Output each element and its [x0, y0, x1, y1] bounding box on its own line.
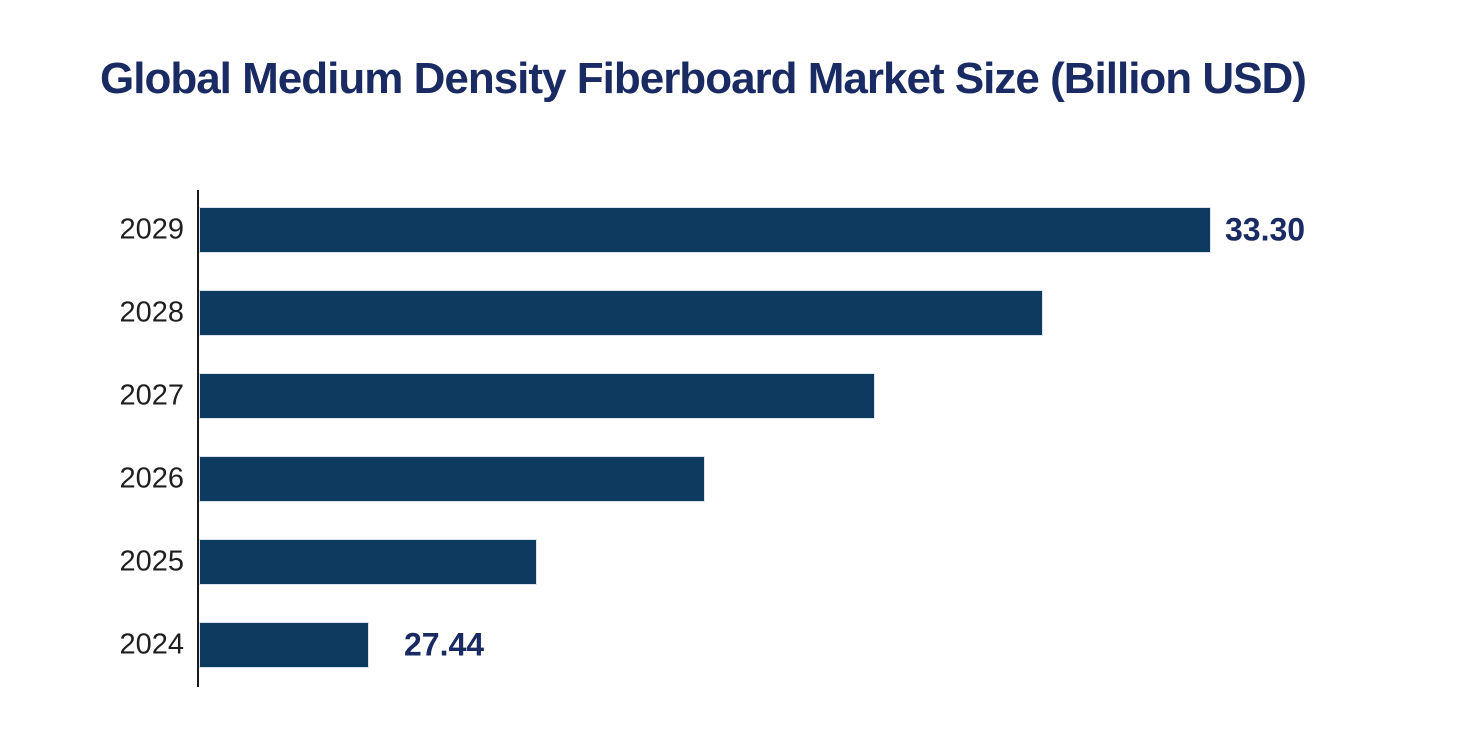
bar-row: 2024 27.44: [119, 622, 1421, 668]
bar: [199, 622, 369, 668]
category-label: 2025: [119, 545, 184, 578]
bar-row: 2029 33.30: [119, 207, 1421, 253]
bar: [199, 456, 705, 502]
bar: [199, 290, 1043, 336]
value-label: 33.30: [1225, 211, 1306, 248]
plot-area: 2029 33.30 2028 2027 2026 2025 2024 27.44: [119, 190, 1421, 687]
category-label: 2024: [119, 628, 184, 661]
category-label: 2026: [119, 462, 184, 495]
category-label: 2027: [119, 379, 184, 412]
bar: [199, 373, 875, 419]
category-label: 2028: [119, 296, 184, 329]
value-label: 27.44: [404, 626, 485, 663]
bar-row: 2026: [119, 456, 1421, 502]
bar-row: 2025: [119, 539, 1421, 585]
category-label: 2029: [119, 213, 184, 246]
y-axis-line: [197, 190, 199, 687]
bar-row: 2028: [119, 290, 1421, 336]
bar: [199, 539, 537, 585]
bar-row: 2027: [119, 373, 1421, 419]
chart-title: Global Medium Density Fiberboard Market …: [100, 54, 1307, 103]
bar: [199, 207, 1211, 253]
